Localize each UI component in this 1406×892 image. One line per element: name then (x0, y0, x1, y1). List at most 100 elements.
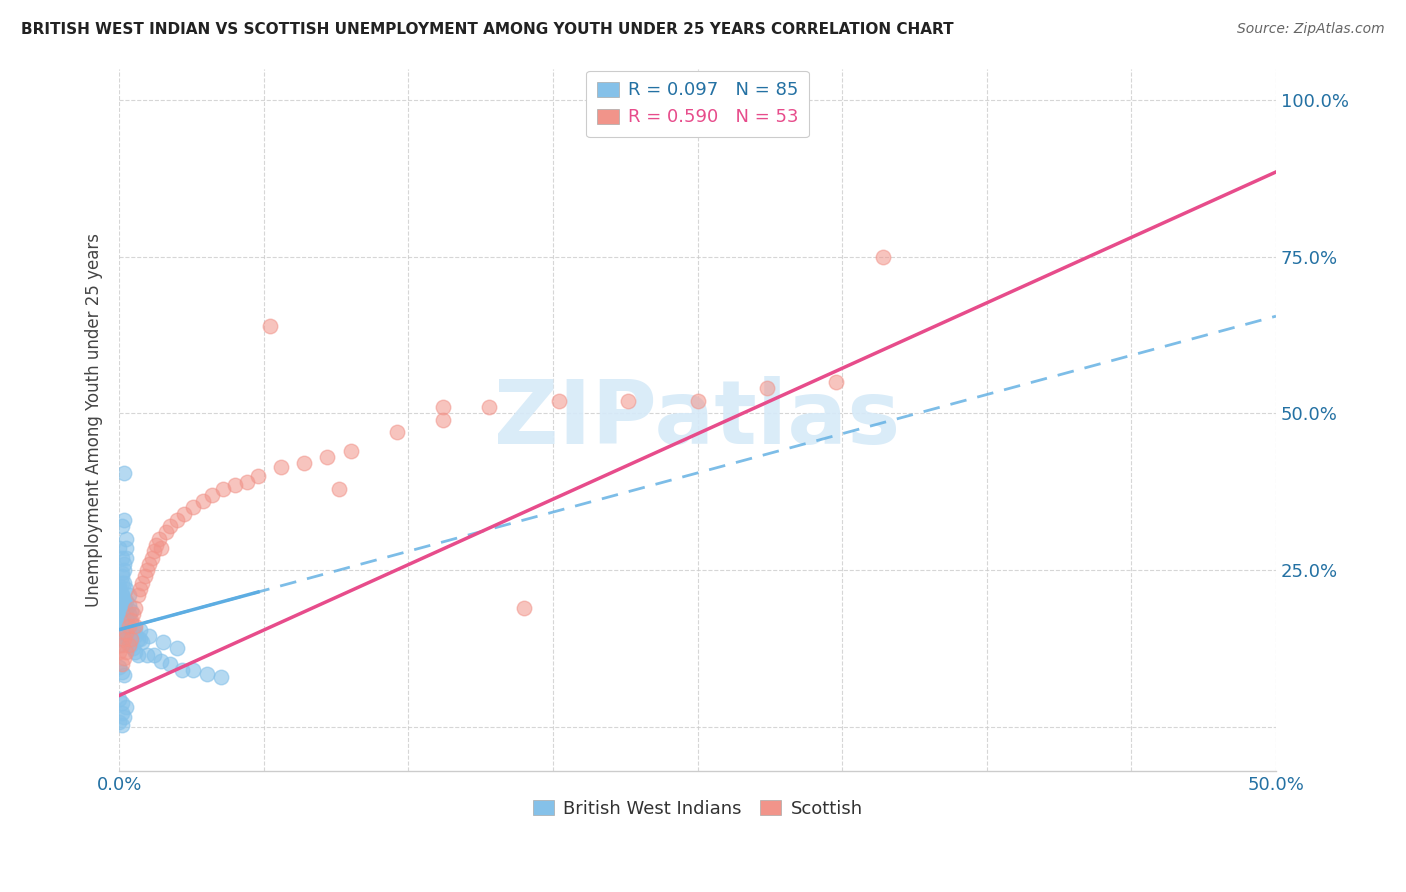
Point (112, 623, 135, 637)
Point (112, 610, 135, 624)
Point (124, 600, 146, 615)
Point (124, 623, 146, 637)
Point (115, 550, 138, 565)
Point (432, 400, 454, 414)
Point (115, 699, 138, 714)
Point (138, 557, 160, 571)
Point (112, 513, 135, 527)
Point (547, 393, 569, 408)
Point (136, 563, 159, 577)
Text: Source: ZipAtlas.com: Source: ZipAtlas.com (1237, 22, 1385, 37)
Point (110, 638, 132, 652)
Point (112, 557, 135, 571)
Point (159, 657, 181, 672)
Point (152, 635, 174, 649)
Point (478, 400, 501, 414)
Point (201, 488, 224, 502)
Point (108, 644, 131, 658)
Point (115, 604, 138, 618)
Point (110, 566, 132, 581)
Point (115, 594, 138, 608)
Point (292, 457, 315, 471)
Point (191, 494, 214, 508)
Point (112, 668, 135, 682)
Point (129, 623, 152, 637)
Point (117, 619, 139, 633)
Point (120, 638, 142, 652)
Point (110, 657, 132, 672)
Point (110, 613, 132, 627)
Point (112, 598, 135, 612)
Point (112, 616, 135, 631)
Point (259, 318, 281, 333)
Point (122, 607, 145, 621)
Point (117, 607, 139, 621)
Point (148, 532, 170, 546)
Point (108, 613, 131, 627)
Point (166, 641, 188, 656)
Point (224, 478, 246, 492)
Point (316, 450, 339, 465)
Point (339, 444, 361, 458)
Point (110, 519, 132, 533)
Point (110, 607, 132, 621)
Point (143, 648, 166, 662)
Point (181, 500, 204, 515)
Point (617, 393, 640, 408)
Point (149, 654, 172, 668)
Point (120, 632, 142, 646)
Point (385, 425, 408, 439)
Point (115, 644, 138, 658)
Point (110, 625, 132, 640)
Point (110, 575, 132, 590)
Point (131, 635, 153, 649)
Point (108, 600, 131, 615)
Point (686, 393, 709, 408)
Text: ZIPatlas: ZIPatlas (495, 376, 901, 463)
Point (155, 525, 177, 540)
Point (117, 635, 139, 649)
Point (270, 459, 292, 474)
Point (166, 513, 188, 527)
Point (115, 541, 138, 555)
Point (122, 623, 145, 637)
Point (181, 664, 204, 678)
Point (108, 638, 131, 652)
Point (134, 569, 156, 583)
Point (115, 582, 138, 596)
Point (112, 710, 135, 724)
Point (110, 718, 132, 732)
Point (110, 625, 132, 640)
Point (131, 575, 153, 590)
Point (112, 575, 135, 590)
Point (110, 696, 132, 710)
Point (756, 381, 779, 395)
Point (115, 613, 138, 627)
Point (120, 613, 142, 627)
Text: BRITISH WEST INDIAN VS SCOTTISH UNEMPLOYMENT AMONG YOUTH UNDER 25 YEARS CORRELAT: BRITISH WEST INDIAN VS SCOTTISH UNEMPLOY… (21, 22, 953, 37)
Point (115, 532, 138, 546)
Point (129, 632, 152, 646)
Point (112, 600, 135, 615)
Point (143, 544, 166, 558)
Point (108, 585, 131, 599)
Point (110, 588, 132, 602)
Point (117, 588, 139, 602)
Point (108, 604, 131, 618)
Point (127, 588, 149, 602)
Point (195, 666, 218, 681)
Point (825, 375, 848, 389)
Point (136, 648, 159, 662)
Point (212, 482, 235, 496)
Point (115, 616, 138, 631)
Point (235, 475, 257, 490)
Y-axis label: Unemployment Among Youth under 25 years: Unemployment Among Youth under 25 years (86, 233, 103, 607)
Point (117, 598, 139, 612)
Point (110, 569, 132, 583)
Point (209, 670, 232, 684)
Point (127, 648, 149, 662)
Point (124, 619, 146, 633)
Point (108, 579, 131, 593)
Point (159, 519, 181, 533)
Point (138, 629, 160, 643)
